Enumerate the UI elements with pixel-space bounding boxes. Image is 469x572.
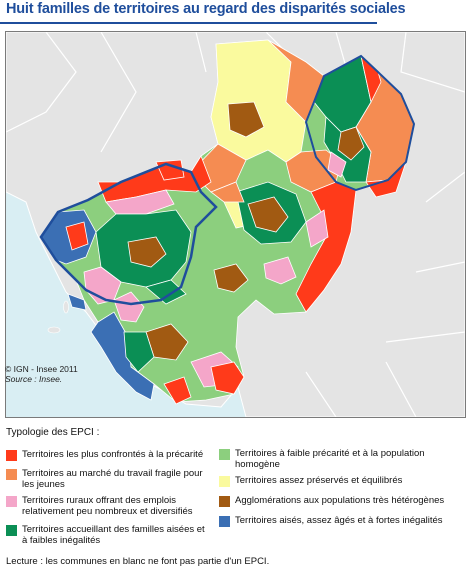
legend-swatch — [219, 476, 230, 487]
legend-item: Territoires ruraux offrant des emplois r… — [6, 495, 211, 517]
outside-dept-lines — [6, 32, 465, 417]
legend-item: Territoires aisés, assez âgés et à forte… — [219, 515, 464, 527]
legend-label: Agglomérations aux populations très hété… — [235, 495, 445, 506]
credit-source: Source : Insee. — [5, 374, 63, 384]
island-yeu — [47, 326, 61, 334]
credit-copyright: © IGN - Insee 2011 — [5, 364, 78, 374]
zone-blue-noirmoutier — [67, 293, 87, 311]
legend-title: Typologie des EPCI : — [6, 427, 100, 438]
legend-item: Territoires accueillant des familles ais… — [6, 524, 211, 546]
reading-note: Lecture : les communes en blanc ne font … — [6, 556, 270, 567]
department-boundary — [39, 162, 218, 306]
zone-pink-vendee — [113, 291, 145, 323]
legend-label: Territoires accueillant des familles ais… — [22, 524, 205, 546]
zone-brown-cholet — [213, 263, 249, 293]
zone-pink-saumur — [263, 256, 297, 285]
map — [5, 31, 466, 418]
map-credit: © IGN - Insee 2011 Source : Insee. — [5, 364, 78, 384]
zone-brown-laval — [227, 101, 265, 138]
map-canvas — [6, 32, 465, 417]
legend-swatch — [219, 496, 230, 507]
legend-item: Agglomérations aux populations très hété… — [219, 495, 459, 507]
zone-brown-angers — [247, 196, 289, 233]
zone-pink-sarthe — [327, 151, 347, 178]
legend-label: Territoires assez préservés et équilibré… — [235, 475, 403, 486]
zone-pink-ml-north — [305, 209, 329, 248]
legend-label: Territoires les plus confrontés à la pré… — [22, 449, 204, 460]
zone-green-dark-vendee — [123, 331, 155, 373]
department-boundary-north — [304, 54, 416, 192]
legend-label: Territoires au marché du travail fragile… — [22, 468, 203, 490]
legend-item: Territoires à faible précarité et à la p… — [219, 448, 434, 470]
island-noirmoutier — [63, 300, 69, 314]
legend-swatch — [6, 525, 17, 536]
legend-swatch — [219, 449, 230, 460]
zone-brown-lemans — [337, 126, 365, 161]
legend-item: Territoires assez préservés et équilibré… — [219, 475, 459, 487]
legend-item: Territoires au marché du travail fragile… — [6, 468, 211, 490]
legend-item: Territoires les plus confrontés à la pré… — [6, 449, 211, 461]
zone-red-vendee-south — [163, 376, 192, 405]
legend-swatch — [219, 516, 230, 527]
zone-red-la-west — [65, 221, 89, 251]
legend-swatch — [6, 450, 17, 461]
zone-orange-ml — [210, 181, 245, 203]
title-underline — [0, 22, 377, 24]
zone-brown-nantes — [127, 236, 167, 268]
legend-label: Territoires à faible précarité et à la p… — [235, 448, 425, 470]
legend-label: Territoires aisés, assez âgés et à forte… — [235, 515, 443, 526]
legend-swatch — [6, 496, 17, 507]
legend-label: Territoires ruraux offrant des emplois r… — [22, 495, 193, 517]
zone-green-la-south — [145, 279, 187, 305]
zone-red-fontenay — [210, 361, 245, 395]
zone-blue-vendee-coast — [90, 311, 155, 401]
map-title: Huit familles de territoires au regard d… — [6, 1, 406, 17]
legend-swatch — [6, 469, 17, 480]
